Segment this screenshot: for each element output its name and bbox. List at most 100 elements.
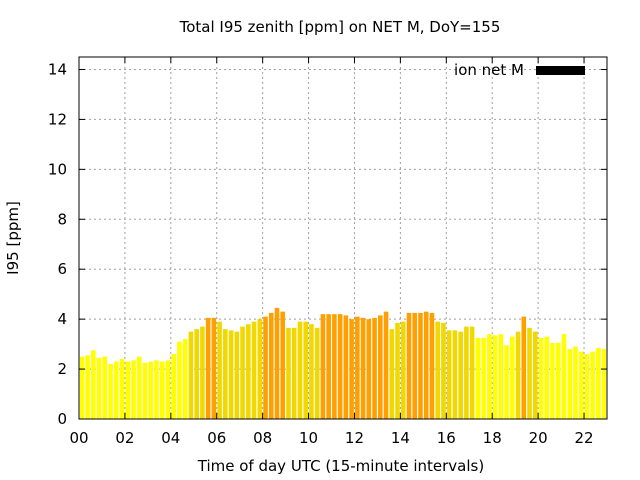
- bar: [418, 312, 423, 419]
- bar: [515, 331, 521, 419]
- bar: [119, 359, 125, 419]
- bar: [378, 315, 383, 419]
- x-axis-label: Time of day UTC (15-minute intervals): [197, 457, 484, 475]
- bar: [400, 321, 406, 419]
- bar: [590, 351, 595, 419]
- bar: [360, 317, 366, 419]
- bar: [291, 327, 297, 419]
- bar: [395, 322, 400, 419]
- bar: [211, 317, 217, 419]
- bars: [80, 307, 606, 419]
- bar: [314, 327, 320, 419]
- bar: [148, 361, 154, 419]
- bar: [498, 334, 504, 419]
- bar: [200, 326, 205, 419]
- bar: [171, 354, 176, 419]
- bar: [561, 334, 567, 419]
- ticks: [78, 57, 607, 420]
- bar: [205, 317, 211, 419]
- bar: [601, 349, 606, 419]
- x-tick-label: 18: [483, 429, 502, 447]
- bar: [544, 336, 550, 419]
- bar: [389, 329, 395, 419]
- bar: [423, 311, 429, 419]
- y-tick-label: 6: [57, 260, 67, 278]
- x-tick-label: 14: [391, 429, 410, 447]
- bar: [309, 324, 314, 419]
- bar: [578, 351, 584, 419]
- x-tick-label: 12: [345, 429, 364, 447]
- x-tick-label: 00: [69, 429, 88, 447]
- x-tick-label: 06: [207, 429, 226, 447]
- bar: [343, 315, 349, 419]
- bar: [286, 327, 291, 419]
- x-tick-labels: 00 02 04 06 08 10 12 14 16 18 20 22: [69, 429, 593, 447]
- bar: [125, 361, 131, 419]
- bar: [165, 360, 171, 419]
- bar: [240, 326, 245, 419]
- bar: [159, 361, 165, 419]
- bar: [355, 316, 360, 419]
- x-tick-label: 04: [161, 429, 180, 447]
- bar: [521, 316, 527, 419]
- y-tick-label: 8: [57, 210, 67, 228]
- bar: [349, 319, 354, 419]
- bar: [280, 311, 286, 419]
- bar: [268, 312, 274, 419]
- bar: [532, 331, 538, 419]
- bar: [504, 345, 509, 419]
- bar: [297, 321, 303, 419]
- x-tick-label: 16: [437, 429, 456, 447]
- x-tick-label: 08: [253, 429, 272, 447]
- bar: [263, 316, 268, 419]
- bar: [481, 337, 486, 419]
- y-tick-label: 0: [57, 410, 67, 428]
- bar: [85, 355, 90, 419]
- x-tick-label: 10: [299, 429, 318, 447]
- grid: [79, 57, 607, 419]
- bar: [194, 329, 199, 419]
- bar: [246, 324, 251, 419]
- bar: [114, 361, 119, 419]
- legend: ion net M: [454, 61, 585, 79]
- bar: [177, 341, 182, 419]
- bar: [487, 334, 492, 419]
- bar: [188, 331, 194, 419]
- bar: [383, 311, 389, 419]
- y-tick-label: 14: [48, 60, 67, 78]
- bar: [452, 330, 458, 419]
- bar: [372, 317, 377, 419]
- bar: [326, 314, 331, 419]
- bar: [131, 360, 136, 419]
- bar: [102, 356, 108, 419]
- chart-title: Total I95 zenith [ppm] on NET M, DoY=155: [179, 18, 501, 36]
- bar: [527, 327, 532, 419]
- bar: [136, 356, 142, 419]
- y-tick-label: 10: [48, 160, 67, 178]
- bar: [458, 331, 463, 419]
- bar: [510, 336, 515, 419]
- bar: [435, 321, 440, 419]
- bar: [257, 319, 263, 419]
- bar: [475, 337, 481, 419]
- bar: [412, 312, 418, 419]
- bar: [251, 321, 257, 419]
- y-tick-label: 2: [57, 360, 67, 378]
- y-tick-label: 12: [48, 110, 67, 128]
- bar: [446, 330, 452, 419]
- bar: [223, 329, 228, 419]
- bar: [332, 314, 337, 419]
- x-tick-label: 02: [115, 429, 134, 447]
- bar: [234, 331, 240, 419]
- legend-swatch: [536, 66, 585, 75]
- bar: [80, 356, 85, 419]
- bar: [182, 339, 188, 419]
- bar: [464, 326, 469, 419]
- bar: [555, 342, 561, 419]
- bar: [406, 312, 412, 419]
- x-tick-label: 22: [574, 429, 593, 447]
- bar: [429, 312, 435, 419]
- bar: [584, 354, 590, 419]
- bar: [550, 342, 555, 419]
